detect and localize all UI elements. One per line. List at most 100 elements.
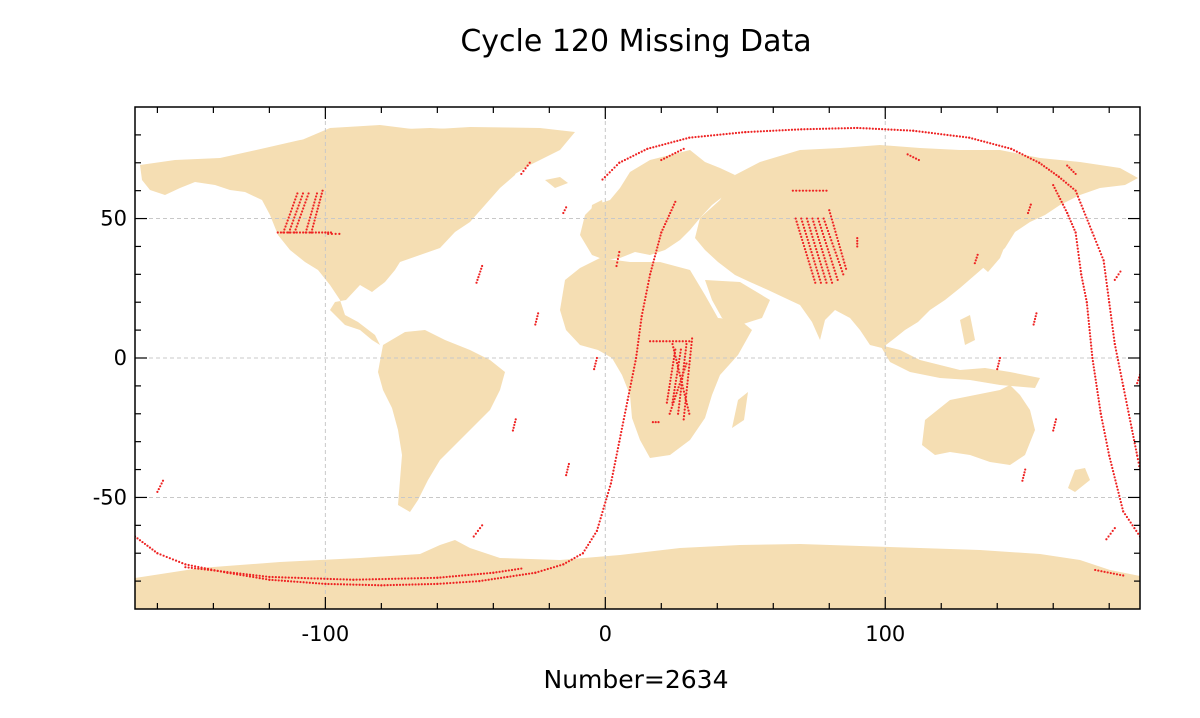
missing-data-point xyxy=(690,340,693,343)
missing-data-point xyxy=(1029,157,1032,160)
missing-data-point xyxy=(722,133,725,136)
missing-data-point xyxy=(524,167,527,170)
missing-data-point xyxy=(1117,362,1120,365)
missing-data-point xyxy=(619,434,622,437)
missing-data-point xyxy=(1107,297,1110,301)
y-tick-label: -50 xyxy=(93,485,127,509)
missing-data-point xyxy=(818,278,822,281)
missing-data-point xyxy=(801,220,804,223)
missing-data-point xyxy=(565,561,568,564)
missing-data-track xyxy=(805,217,828,284)
missing-data-point xyxy=(719,133,722,136)
missing-data-point xyxy=(807,241,810,245)
missing-data-point xyxy=(805,254,808,257)
missing-data-point xyxy=(801,189,805,192)
missing-data-point xyxy=(312,204,315,207)
missing-data-point xyxy=(642,305,645,308)
missing-data-point xyxy=(590,538,593,541)
missing-data-point xyxy=(197,565,200,569)
missing-data-point xyxy=(836,236,839,240)
missing-data-point xyxy=(1077,250,1080,253)
missing-data-point xyxy=(841,255,844,258)
missing-data-point xyxy=(326,577,329,580)
missing-data-point xyxy=(277,576,281,579)
missing-data-point xyxy=(830,281,834,284)
missing-data-point xyxy=(268,578,271,581)
missing-data-point xyxy=(1118,494,1121,497)
missing-data-point xyxy=(615,453,618,456)
missing-data-point xyxy=(682,390,686,393)
missing-data-point xyxy=(825,127,828,130)
missing-data-point xyxy=(473,573,476,576)
missing-data-point xyxy=(481,524,484,527)
missing-data-point xyxy=(377,584,380,587)
missing-data-point xyxy=(1111,529,1114,533)
missing-data-point xyxy=(302,231,305,234)
missing-data-point xyxy=(445,582,449,585)
missing-data-point xyxy=(1112,473,1115,476)
missing-data-point xyxy=(666,217,669,220)
missing-data-point xyxy=(1105,285,1109,288)
missing-data-point xyxy=(635,350,639,353)
missing-data-point xyxy=(826,248,829,251)
missing-data-point xyxy=(330,232,333,235)
missing-data-point xyxy=(689,353,692,356)
missing-data-track xyxy=(511,418,517,432)
missing-data-point xyxy=(535,317,538,321)
missing-data-point xyxy=(298,231,302,234)
missing-data-track xyxy=(1026,203,1032,215)
missing-data-point xyxy=(1029,203,1032,206)
missing-data-point xyxy=(403,577,407,580)
missing-data-point xyxy=(627,392,631,395)
missing-data-point xyxy=(301,210,304,213)
landmass-arabia xyxy=(705,280,770,325)
missing-data-point xyxy=(685,346,688,349)
missing-data-point xyxy=(1098,249,1101,253)
missing-data-point xyxy=(673,397,676,401)
missing-data-track xyxy=(671,348,682,404)
missing-data-point xyxy=(291,222,294,225)
missing-data-point xyxy=(1074,234,1078,237)
missing-data-point xyxy=(1111,330,1115,333)
missing-data-point xyxy=(805,217,808,220)
missing-data-point xyxy=(283,228,286,231)
missing-data-point xyxy=(623,414,626,418)
missing-data-point xyxy=(495,571,498,574)
missing-data-point xyxy=(853,126,856,130)
missing-data-point xyxy=(1110,317,1113,320)
missing-data-point xyxy=(482,572,486,575)
missing-data-point xyxy=(1060,177,1063,180)
missing-data-point xyxy=(305,198,308,201)
missing-data-point xyxy=(795,220,798,223)
missing-data-point xyxy=(677,406,680,409)
missing-data-point xyxy=(1080,273,1083,276)
missing-data-point xyxy=(509,575,512,578)
missing-data-track xyxy=(287,192,305,234)
missing-data-point xyxy=(1087,319,1090,322)
missing-data-point xyxy=(668,340,671,343)
missing-data-point xyxy=(838,246,841,249)
missing-data-point xyxy=(680,380,683,384)
missing-data-point xyxy=(800,235,803,238)
missing-data-point xyxy=(349,583,352,586)
missing-data-point xyxy=(811,254,814,257)
landmass-asia xyxy=(695,145,1138,348)
missing-data-point xyxy=(1114,479,1117,482)
missing-data-point xyxy=(678,403,681,406)
missing-data-point xyxy=(652,340,655,343)
missing-data-point xyxy=(815,266,818,269)
missing-data-point xyxy=(342,583,346,586)
missing-data-point xyxy=(311,207,314,210)
missing-data-point xyxy=(287,576,290,579)
missing-data-point xyxy=(311,231,314,234)
missing-data-point xyxy=(562,563,565,566)
missing-data-point xyxy=(790,128,794,131)
missing-data-point xyxy=(1094,378,1097,381)
missing-data-point xyxy=(467,573,470,577)
missing-data-track xyxy=(822,217,845,276)
missing-data-point xyxy=(291,204,295,207)
missing-data-point xyxy=(349,578,352,581)
missing-data-point xyxy=(831,242,834,245)
missing-data-point xyxy=(1067,183,1070,186)
